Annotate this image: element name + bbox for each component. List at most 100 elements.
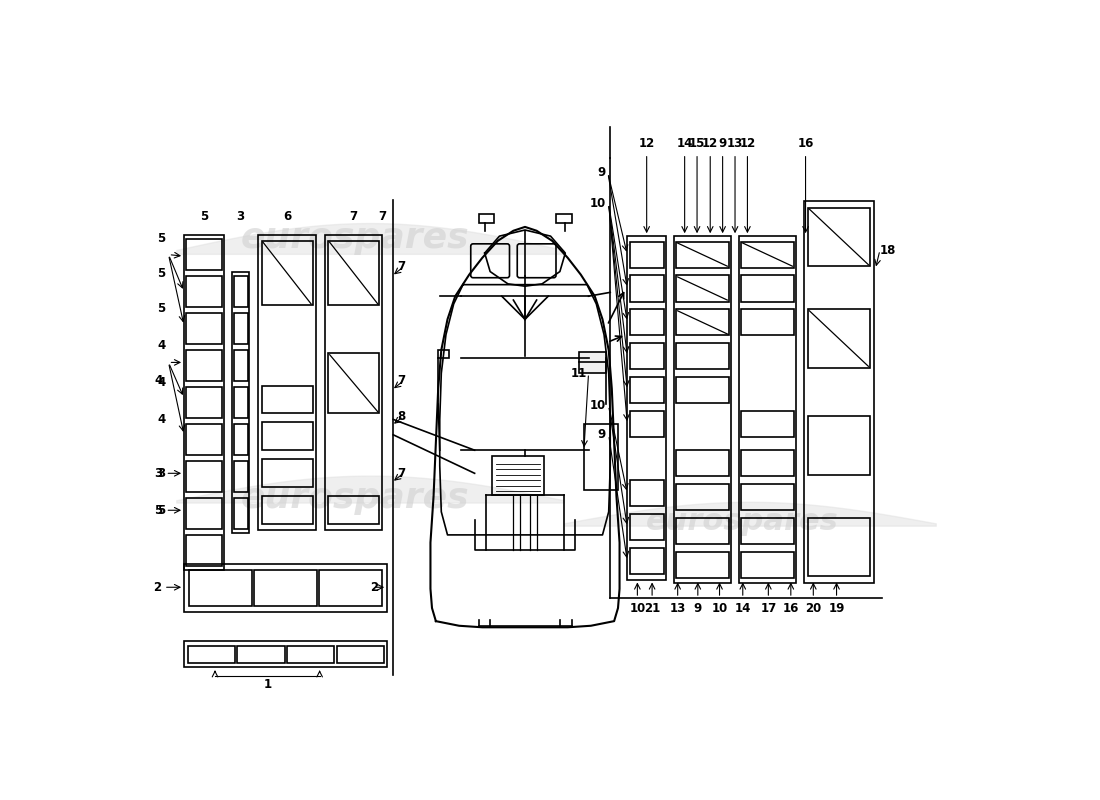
Bar — [238, 646, 285, 662]
Text: 3: 3 — [236, 210, 244, 223]
Bar — [232, 271, 249, 534]
Bar — [741, 552, 794, 578]
Bar — [233, 424, 248, 455]
Bar — [233, 498, 248, 529]
Text: 7: 7 — [378, 210, 386, 223]
Text: 19: 19 — [828, 602, 845, 615]
Bar — [186, 276, 222, 307]
Bar — [739, 236, 796, 583]
Text: 16: 16 — [782, 602, 799, 615]
Bar — [328, 353, 380, 414]
Bar — [629, 377, 663, 403]
Bar — [741, 242, 794, 268]
Bar — [676, 275, 729, 302]
Bar — [629, 514, 663, 540]
Bar — [676, 552, 729, 578]
Text: 8: 8 — [397, 410, 406, 423]
Bar — [184, 641, 387, 667]
Text: 3: 3 — [157, 467, 165, 480]
Bar — [676, 242, 729, 268]
Text: 5: 5 — [157, 266, 165, 280]
Bar — [676, 343, 729, 370]
Bar — [328, 241, 380, 306]
Text: 14: 14 — [676, 137, 693, 150]
Text: 17: 17 — [760, 602, 777, 615]
Text: 18: 18 — [880, 243, 896, 257]
Text: 5: 5 — [154, 504, 163, 517]
Bar — [186, 350, 222, 381]
Text: 13: 13 — [670, 602, 685, 615]
Bar — [233, 276, 248, 307]
Bar — [629, 480, 663, 506]
Text: 11: 11 — [571, 366, 587, 380]
Bar — [580, 352, 606, 373]
Text: 6: 6 — [283, 210, 292, 223]
Text: 20: 20 — [805, 602, 822, 615]
Text: 12: 12 — [638, 137, 654, 150]
Bar — [186, 313, 222, 344]
Bar — [493, 456, 543, 495]
Bar — [676, 450, 729, 476]
Bar — [629, 275, 663, 302]
Bar — [262, 422, 312, 450]
Text: 9: 9 — [718, 137, 727, 150]
Bar — [287, 646, 334, 662]
Bar — [233, 461, 248, 492]
Bar — [741, 484, 794, 510]
Bar — [262, 241, 312, 306]
Bar — [741, 275, 794, 302]
Bar — [262, 386, 312, 414]
Bar — [629, 343, 663, 370]
Bar — [262, 459, 312, 487]
Bar — [674, 236, 732, 583]
Bar — [629, 411, 663, 437]
Text: 1: 1 — [264, 678, 272, 691]
Text: 4: 4 — [154, 374, 163, 387]
Text: 4: 4 — [157, 339, 165, 352]
Bar — [262, 496, 312, 524]
Bar — [186, 461, 222, 492]
Text: 2: 2 — [370, 581, 378, 594]
Bar — [807, 416, 870, 475]
Bar — [254, 570, 317, 606]
Text: 9: 9 — [597, 428, 606, 442]
Bar — [184, 564, 387, 612]
Text: 5: 5 — [200, 210, 208, 223]
Text: 16: 16 — [798, 137, 814, 150]
Bar — [186, 387, 222, 418]
Text: 9: 9 — [694, 602, 702, 615]
Bar — [627, 236, 666, 579]
Bar — [676, 484, 729, 510]
Text: 10: 10 — [712, 602, 728, 615]
Text: 4: 4 — [157, 413, 165, 426]
Bar — [676, 310, 729, 335]
Text: 5: 5 — [157, 232, 165, 245]
Text: eurospares: eurospares — [646, 506, 838, 535]
Bar — [741, 411, 794, 437]
Bar — [438, 350, 449, 358]
Bar — [741, 518, 794, 544]
Bar — [741, 310, 794, 335]
Bar — [186, 424, 222, 455]
Text: 2: 2 — [153, 581, 161, 594]
Text: 7: 7 — [397, 374, 405, 387]
Bar — [233, 313, 248, 344]
Bar — [233, 387, 248, 418]
Bar — [337, 646, 384, 662]
Text: 10: 10 — [590, 198, 606, 210]
Bar — [676, 377, 729, 403]
Bar — [629, 310, 663, 335]
Bar — [233, 350, 248, 381]
Bar — [186, 498, 222, 529]
Bar — [328, 496, 380, 524]
Text: 10: 10 — [629, 602, 646, 615]
Text: 3: 3 — [154, 467, 163, 480]
Text: 9: 9 — [597, 166, 606, 179]
Bar — [629, 548, 663, 574]
Bar — [807, 208, 870, 266]
Text: 10: 10 — [590, 399, 606, 412]
Text: 13: 13 — [727, 137, 744, 150]
Text: 4: 4 — [157, 376, 165, 389]
Bar — [629, 242, 663, 268]
Bar — [189, 570, 252, 606]
